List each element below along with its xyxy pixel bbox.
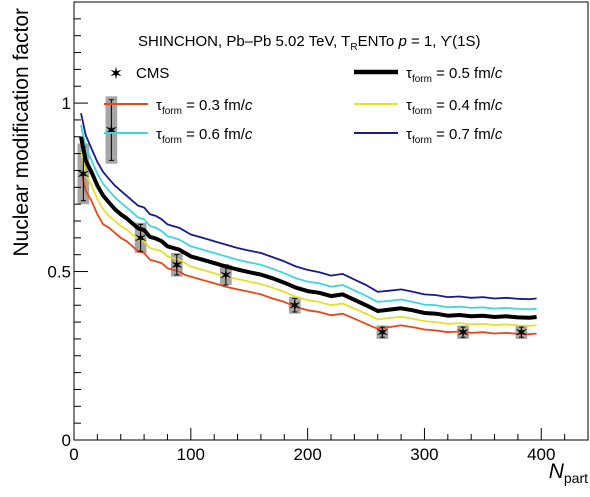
legend-label: τform = 0.4 fm/c (406, 97, 503, 117)
y-tick-label: 0.5 (47, 263, 71, 282)
cms-point (171, 258, 183, 272)
y-axis-label: Nuclear modification factor (10, 8, 33, 257)
legend-label: τform = 0.3 fm/c (156, 97, 253, 117)
cms-point (457, 325, 469, 339)
header-text: SHINCHON, Pb–Pb 5.02 TeV, TRENTo p = 1, … (138, 33, 480, 53)
cms-point (105, 123, 117, 137)
legend-label: τform = 0.5 fm/c (406, 65, 503, 85)
cms-point (220, 268, 232, 282)
legend-label: CMS (136, 65, 169, 82)
model-curve (80, 113, 537, 301)
cms-point (135, 231, 147, 245)
y-tick-label: 1 (62, 94, 71, 113)
axis-ticks (73, 1, 589, 441)
legend-entry: CMS (110, 65, 169, 82)
cms-point (289, 298, 301, 312)
model-curve (79, 136, 537, 320)
x-tick-label: 400 (527, 445, 555, 464)
model-curve (80, 124, 537, 311)
x-tick-label: 200 (293, 445, 321, 464)
model-curve (80, 151, 537, 327)
legend-entry: τform = 0.4 fm/c (354, 97, 503, 117)
cms-point (376, 325, 388, 339)
legend-entry: τform = 0.3 fm/c (104, 97, 253, 117)
y-tick-label: 0 (62, 431, 71, 450)
legend-label: τform = 0.6 fm/c (156, 126, 253, 146)
cms-data-points (77, 99, 527, 339)
model-curves (79, 113, 537, 336)
legend-cms-marker (110, 66, 122, 80)
legend-entry: τform = 0.6 fm/c (104, 126, 253, 146)
cms-point (77, 167, 89, 181)
legend-label: τform = 0.7 fm/c (406, 126, 503, 146)
legend: CMS τform = 0.5 fm/c τform = 0.3 fm/c τform… (104, 65, 503, 146)
x-tick-label: 300 (410, 445, 438, 464)
tick-labels: 0 100 200 300 400 0 0.5 1 (47, 94, 555, 464)
x-axis-label: Npart (549, 460, 588, 486)
legend-entry: τform = 0.7 fm/c (354, 126, 503, 146)
legend-entry: τform = 0.5 fm/c (354, 65, 503, 85)
cms-point (515, 325, 527, 339)
model-curve (80, 170, 537, 336)
x-tick-label: 100 (177, 445, 205, 464)
x-tick-label: 0 (69, 445, 78, 464)
